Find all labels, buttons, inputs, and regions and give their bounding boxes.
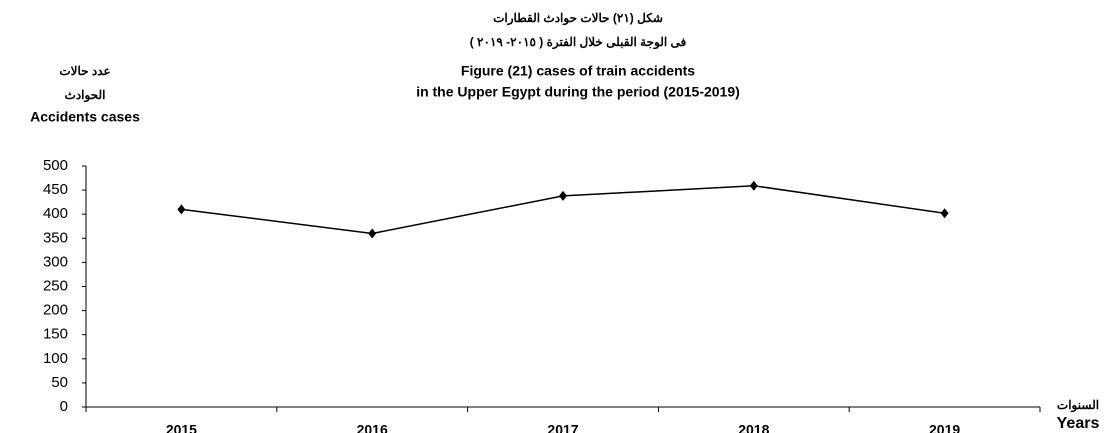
marker: [368, 228, 377, 239]
y-tick-label: 300: [43, 253, 68, 270]
y-tick-label: 150: [43, 326, 68, 343]
chart-title: in the Upper Egypt during the period (20…: [416, 84, 740, 100]
y-axis-label: Accidents cases: [30, 109, 140, 125]
y-tick-label: 400: [43, 205, 68, 222]
marker: [940, 208, 949, 219]
x-tick-label: 2016: [357, 422, 388, 433]
marker: [177, 204, 186, 215]
x-tick-label: 2018: [738, 422, 769, 433]
chart-title: Figure (21) cases of train accidents: [461, 63, 695, 79]
y-tick-label: 500: [43, 157, 68, 174]
x-tick-label: 2017: [547, 422, 578, 433]
y-tick-label: 350: [43, 229, 68, 246]
x-tick-label: 2019: [929, 422, 960, 433]
x-tick-label: 2015: [166, 422, 197, 433]
y-tick-label: 50: [51, 374, 68, 391]
x-axis-label: السنوات: [1057, 398, 1099, 413]
y-tick-label: 450: [43, 181, 68, 198]
chart-title: شكل (٢١) حالات حوادث القطارات: [493, 11, 663, 26]
chart-title: فى الوجة القبلى خلال الفترة ( ٢٠١٥- ٢٠١٩…: [470, 35, 687, 50]
y-axis-label: الحوادث: [65, 88, 106, 103]
marker: [749, 180, 758, 191]
y-axis-label: عدد حالات: [59, 64, 110, 78]
y-tick-label: 100: [43, 350, 68, 367]
x-axis-label: Years: [1057, 415, 1100, 432]
y-tick-label: 250: [43, 277, 68, 294]
y-tick-label: 200: [43, 302, 68, 319]
y-tick-label: 0: [60, 398, 68, 415]
marker: [559, 190, 567, 201]
